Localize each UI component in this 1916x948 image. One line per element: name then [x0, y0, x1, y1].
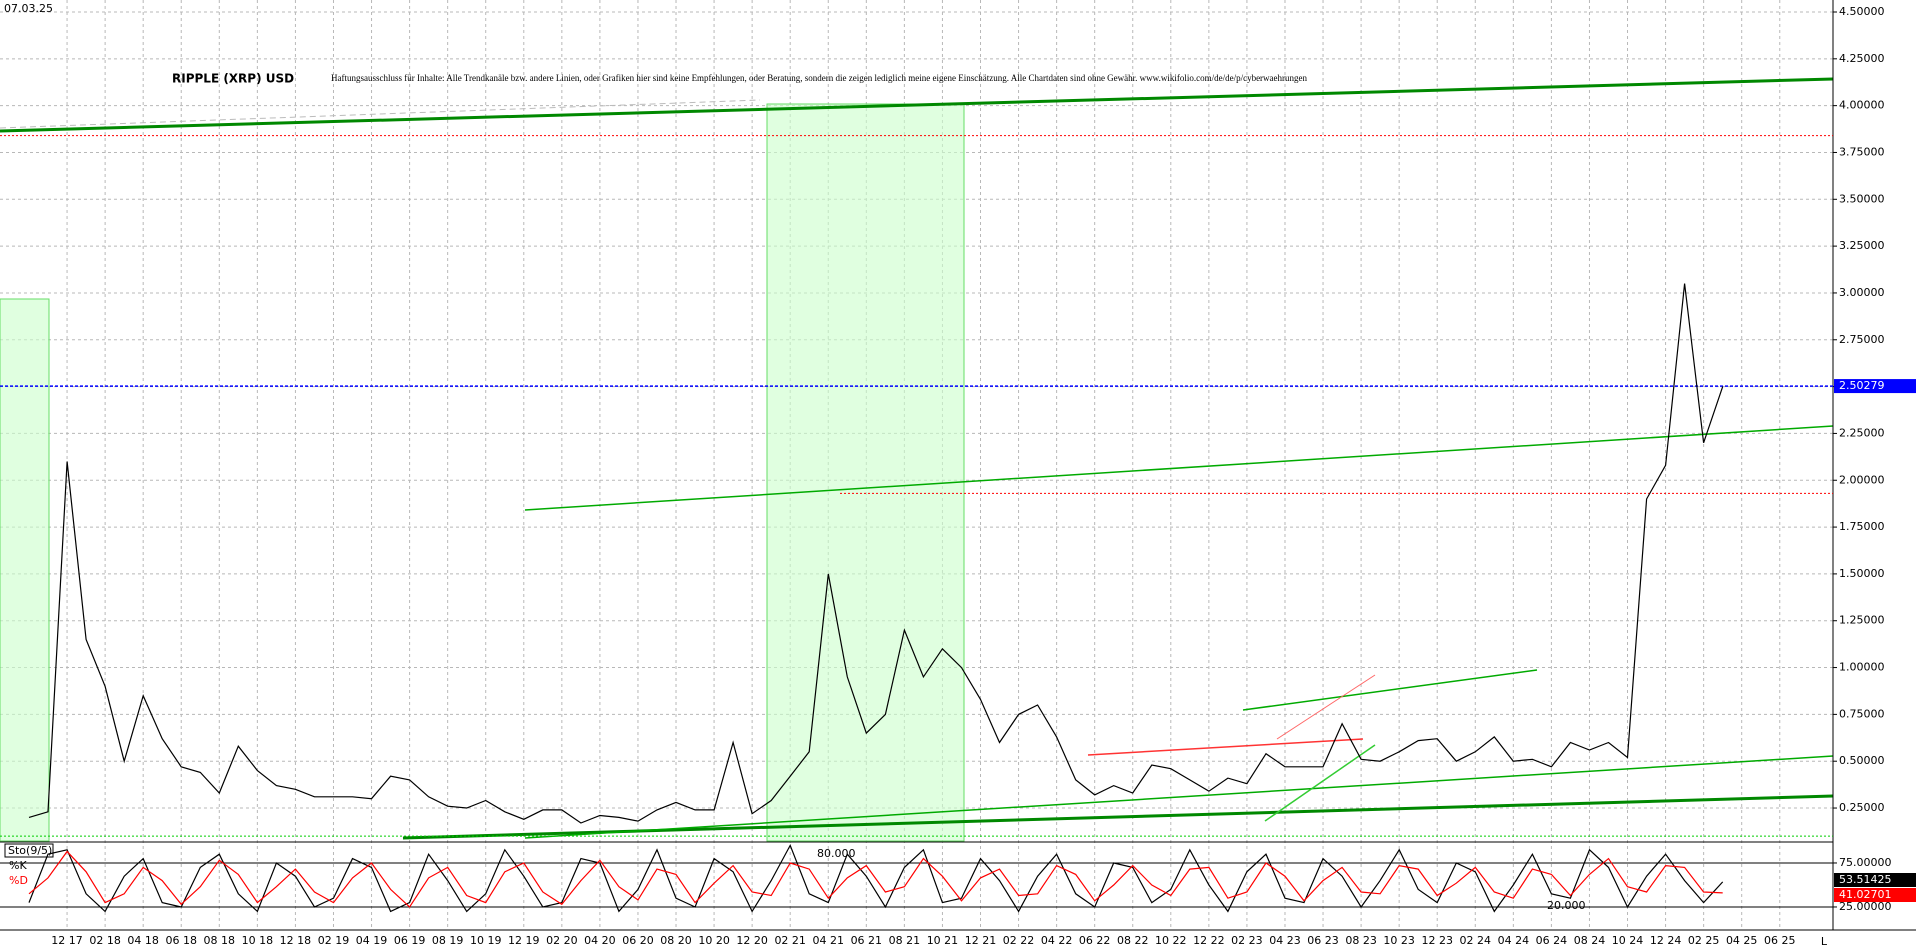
trend-line — [1264, 744, 1376, 822]
y-tick-label: 0.75000 — [1839, 707, 1885, 720]
value-tag — [1834, 873, 1916, 887]
y-tick-label: 2.75000 — [1839, 333, 1885, 346]
y-tick-label: 1.00000 — [1839, 661, 1885, 674]
y-tick-label: 2.00000 — [1839, 473, 1885, 486]
indicator-line — [28, 843, 1724, 913]
highlight-zone — [766, 103, 965, 842]
y-tick-label: 1.25000 — [1839, 614, 1885, 627]
y-tick-label: 3.50000 — [1839, 192, 1885, 205]
x-tick-label: 10 24 — [1612, 934, 1644, 947]
x-tick-label: 10 22 — [1155, 934, 1187, 947]
x-tick-label: 06 22 — [1079, 934, 1111, 947]
x-tick-label: 02 21 — [774, 934, 806, 947]
axis-corner: L — [1821, 935, 1828, 948]
x-tick-label: 04 24 — [1498, 934, 1530, 947]
x-tick-label: 10 19 — [470, 934, 502, 947]
y-tick-label: 4.50000 — [1839, 5, 1885, 18]
panel-annotation: 80.000 — [817, 847, 856, 860]
x-tick-label: 02 23 — [1231, 934, 1263, 947]
trend-line — [0, 77, 1834, 133]
x-tick-label: 10 20 — [698, 934, 730, 947]
trend-lines — [0, 77, 1834, 840]
y-tick-label: 3.25000 — [1839, 239, 1885, 252]
legend-entry: %D — [9, 874, 28, 887]
x-tick-label: 02 22 — [1003, 934, 1035, 947]
x-tick-label: 08 24 — [1574, 934, 1606, 947]
x-tick-label: 08 19 — [432, 934, 464, 947]
chart-title: RIPPLE (XRP) USD — [172, 72, 294, 86]
y-tick-label: 3.75000 — [1839, 145, 1885, 158]
x-tick-label: 12 22 — [1193, 934, 1225, 947]
x-tick-label: 10 18 — [242, 934, 274, 947]
y-tick-label: 3.00000 — [1839, 286, 1885, 299]
trend-line — [1242, 669, 1538, 711]
indicator-title: Sto(9/5) — [8, 844, 52, 857]
x-tick-label: 08 22 — [1117, 934, 1149, 947]
x-tick-label: 04 23 — [1269, 934, 1301, 947]
trend-line — [1087, 738, 1364, 756]
indicator-box — [4, 843, 54, 858]
y-tick-label: 1.50000 — [1839, 567, 1885, 580]
x-tick-label: 12 23 — [1421, 934, 1453, 947]
trend-line — [524, 755, 1834, 839]
x-tick-label: 08 18 — [204, 934, 236, 947]
x-tick-label: 12 18 — [280, 934, 312, 947]
x-tick-label: 08 21 — [889, 934, 921, 947]
y-tick-label: 0.25000 — [1839, 801, 1885, 814]
x-tick-label: 12 24 — [1650, 934, 1682, 947]
trend-line — [0, 99, 761, 129]
x-tick-label: 06 19 — [394, 934, 426, 947]
x-tick-label: 02 18 — [89, 934, 121, 947]
y-tick-label: 4.25000 — [1839, 52, 1885, 65]
x-tick-label: 08 20 — [660, 934, 692, 947]
x-tick-label: 08 23 — [1345, 934, 1377, 947]
x-tick-label: 02 20 — [546, 934, 578, 947]
x-tick-label: 02 24 — [1460, 934, 1492, 947]
x-tick-label: 02 19 — [318, 934, 350, 947]
y-tick-label: 4.00000 — [1839, 99, 1885, 112]
x-tick-label: 06 25 — [1764, 934, 1796, 947]
price-line — [28, 283, 1724, 824]
legend-entry: %K — [9, 859, 27, 872]
y-tick-label: 1.75000 — [1839, 520, 1885, 533]
x-tick-label: 04 22 — [1041, 934, 1073, 947]
trend-line — [1276, 674, 1376, 740]
trend-line — [524, 425, 1834, 511]
x-tick-label: 06 20 — [622, 934, 654, 947]
x-tick-label: 04 20 — [584, 934, 616, 947]
x-tick-label: 04 18 — [127, 934, 159, 947]
x-tick-label: 06 21 — [851, 934, 883, 947]
y-tick-label: 75.00000 — [1839, 856, 1892, 869]
x-tick-label: 06 24 — [1536, 934, 1568, 947]
x-tick-label: 12 19 — [508, 934, 540, 947]
x-tick-label: 04 21 — [813, 934, 845, 947]
x-tick-label: 04 19 — [356, 934, 388, 947]
chart-date: 07.03.25 — [4, 2, 53, 15]
y-tick-label: 2.25000 — [1839, 426, 1885, 439]
x-tick-label: 06 18 — [165, 934, 197, 947]
x-tick-label: 10 23 — [1383, 934, 1415, 947]
value-tag — [1834, 888, 1916, 902]
value-tag-label: 41.02701 — [1839, 888, 1892, 901]
value-tag-label: 53.51425 — [1839, 873, 1892, 886]
x-tick-label: 10 21 — [927, 934, 959, 947]
y-tick-label: 25.00000 — [1839, 900, 1892, 913]
price-tag — [1834, 379, 1916, 394]
x-tick-label: 12 21 — [965, 934, 997, 947]
x-tick-label: 12 20 — [736, 934, 768, 947]
x-tick-label: 12 17 — [51, 934, 83, 947]
panel-annotation: 20.000 — [1547, 899, 1586, 912]
x-tick-label: 04 25 — [1726, 934, 1758, 947]
price-tag-label: 2.50279 — [1839, 379, 1885, 392]
x-tick-label: 02 25 — [1688, 934, 1720, 947]
disclaimer: Haftungsausschluss für Inhalte: Alle Tre… — [331, 73, 1308, 83]
x-tick-label: 06 23 — [1307, 934, 1339, 947]
y-tick-label: 0.50000 — [1839, 754, 1885, 767]
indicator-line — [28, 850, 1723, 908]
highlight-zone — [0, 298, 50, 842]
